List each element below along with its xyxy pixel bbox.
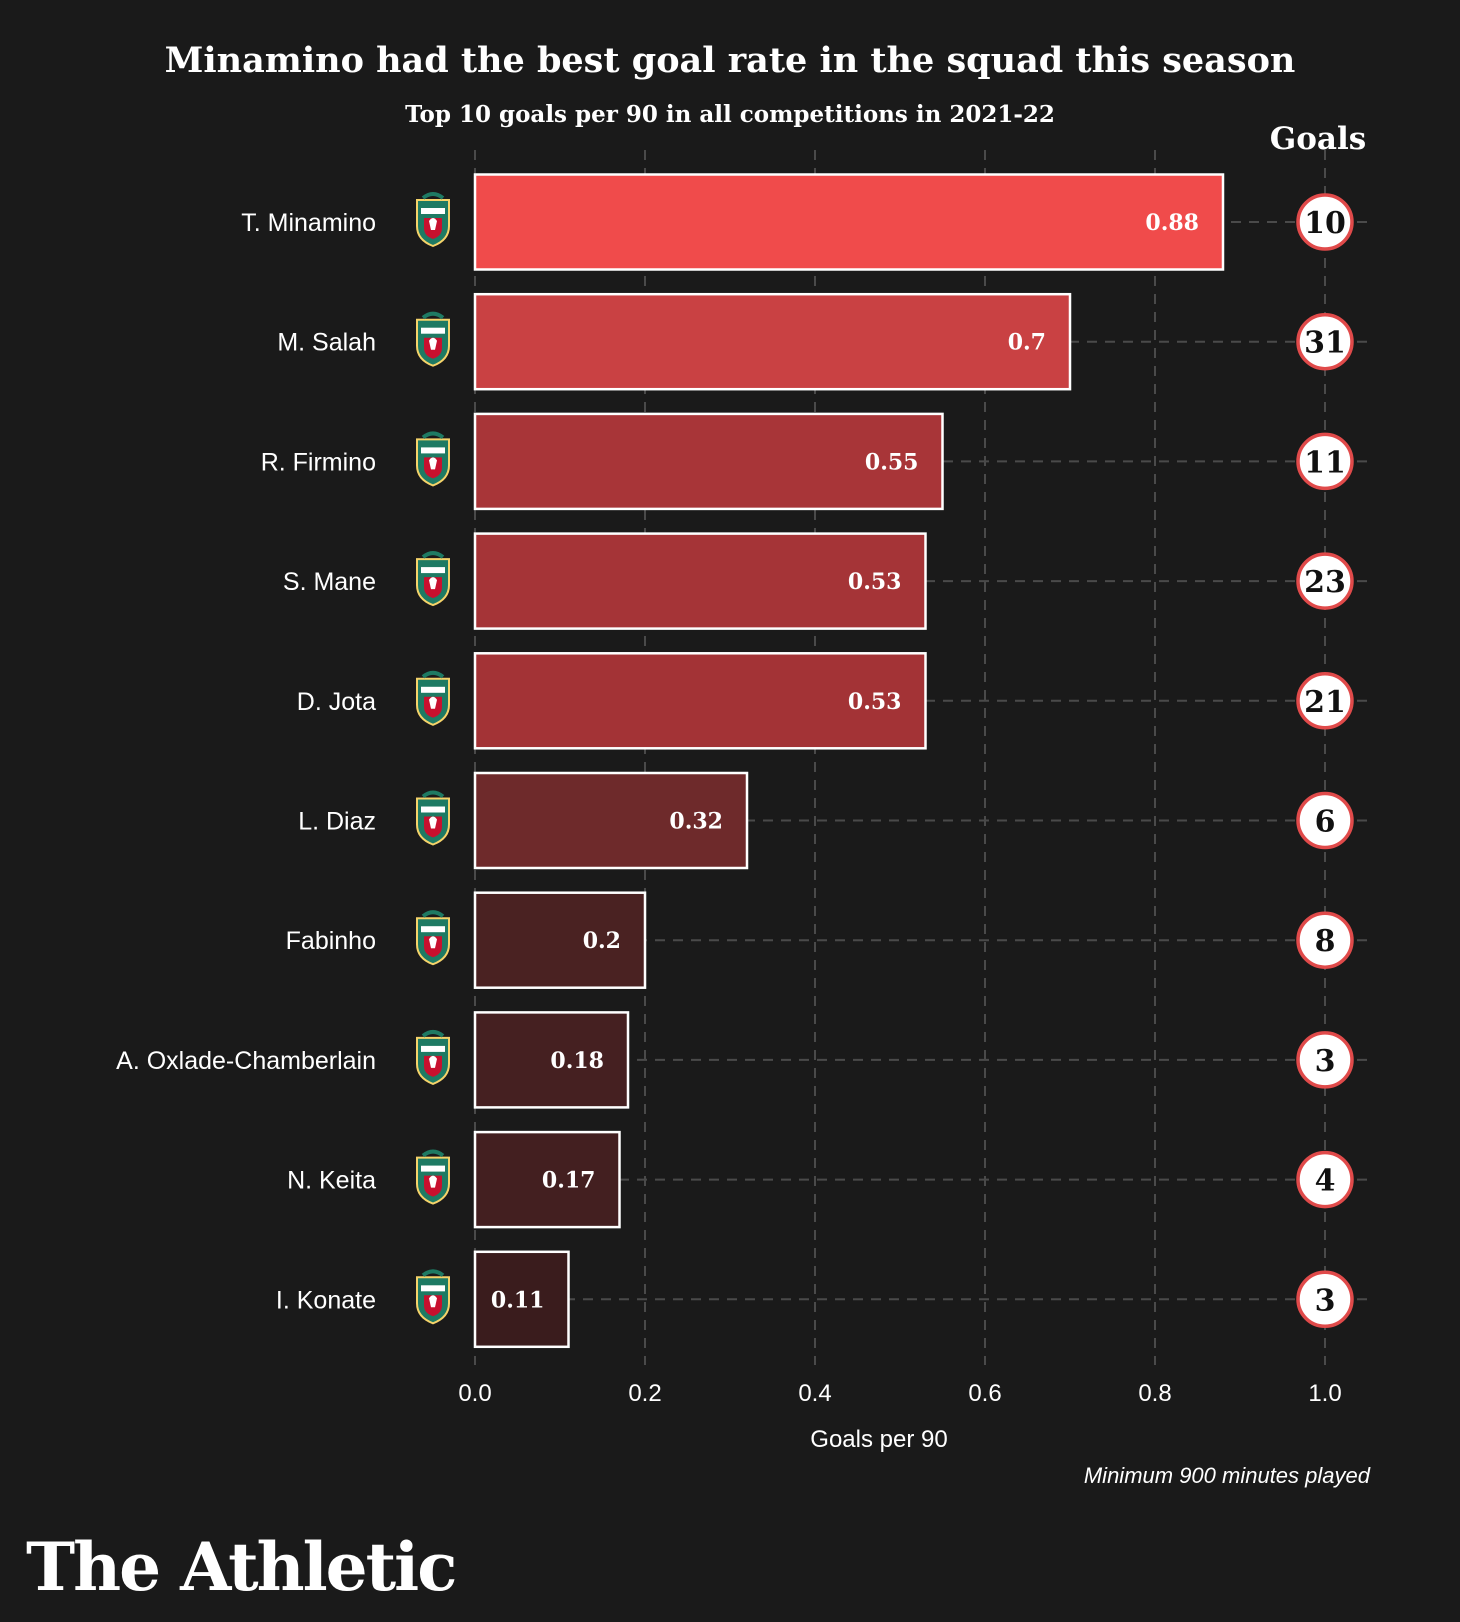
x-tick-label: 0.0	[458, 1380, 491, 1407]
liverpool-crest-icon	[416, 431, 450, 487]
goals-badge	[1296, 1031, 1354, 1089]
goals-badge	[1296, 193, 1354, 251]
footnote: Minimum 900 minutes played	[1084, 1463, 1371, 1488]
bar-value-label: 0.88	[1145, 210, 1199, 236]
goals-value: 23	[1304, 565, 1346, 600]
liverpool-crest-icon	[416, 311, 450, 367]
goals-value: 21	[1304, 685, 1346, 720]
goals-badge	[1296, 672, 1354, 730]
x-axis-label: Goals per 90	[810, 1426, 947, 1453]
chart-bars	[473, 173, 1225, 1349]
bar-value-label: 0.2	[583, 928, 621, 954]
bar-value-label: 0.11	[491, 1287, 545, 1313]
liverpool-crest-icon	[416, 551, 450, 607]
chart-title: Minamino had the best goal rate in the s…	[165, 40, 1296, 81]
bar	[473, 412, 944, 511]
bar	[473, 532, 927, 630]
category-label: Fabinho	[286, 927, 376, 955]
category-label: D. Jota	[297, 688, 376, 716]
x-tick-label: 0.2	[628, 1380, 661, 1407]
goals-value: 3	[1315, 1044, 1336, 1079]
bar	[473, 173, 1225, 271]
bar	[473, 652, 927, 750]
goals-value: 10	[1304, 206, 1346, 241]
category-label: T. Minamino	[241, 209, 376, 237]
liverpool-crest-icon	[416, 1029, 450, 1085]
bar-value-label: 0.55	[865, 449, 919, 475]
category-label: M. Salah	[277, 329, 376, 357]
bar-value-label: 0.53	[848, 689, 902, 715]
category-label: S. Mane	[283, 568, 376, 596]
x-tick-label: 0.4	[798, 1380, 831, 1407]
x-tick-label: 0.6	[968, 1380, 1001, 1407]
goals-badge	[1296, 791, 1354, 850]
goals-badge	[1296, 312, 1354, 371]
bar-value-label: 0.18	[550, 1048, 604, 1074]
brand-logo: The Athletic	[26, 1528, 457, 1606]
goals-badge	[1296, 552, 1354, 610]
category-label: R. Firmino	[261, 448, 376, 476]
bar-value-label: 0.17	[542, 1168, 596, 1194]
goals-badge	[1296, 1150, 1354, 1209]
category-label: I. Konate	[276, 1286, 376, 1314]
bar	[473, 1130, 621, 1229]
x-tick-label: 0.8	[1138, 1380, 1171, 1407]
liverpool-crest-icon	[416, 790, 450, 846]
goals-badge	[1296, 911, 1354, 969]
bar-value-label: 0.53	[848, 569, 902, 595]
goals-value: 31	[1304, 326, 1346, 361]
category-label: L. Diaz	[298, 808, 376, 836]
liverpool-crest-icon	[416, 1269, 450, 1325]
goals-value: 3	[1315, 1283, 1336, 1318]
chart-labels: 0.0 0.2 0.4 0.6 0.8 1.0 0.88 T. Minamino 10 0.7 M.…	[116, 192, 1354, 1407]
chart-subtitle: Top 10 goals per 90 in all competitions …	[405, 101, 1055, 128]
liverpool-crest-icon	[416, 910, 450, 966]
bar	[473, 1011, 630, 1109]
bar	[473, 771, 749, 870]
liverpool-crest-icon	[416, 192, 450, 248]
goals-value: 11	[1304, 445, 1346, 480]
category-label: N. Keita	[287, 1167, 376, 1195]
goals-value: 6	[1315, 805, 1336, 840]
category-label: A. Oxlade-Chamberlain	[116, 1047, 376, 1075]
bar	[473, 1250, 570, 1349]
liverpool-crest-icon	[416, 670, 450, 726]
x-tick-label: 1.0	[1308, 1380, 1341, 1407]
goals-value: 8	[1315, 924, 1336, 959]
bar-value-label: 0.7	[1008, 330, 1046, 356]
bar	[473, 891, 647, 989]
goals-badge	[1296, 1270, 1354, 1329]
goals-header: Goals	[1270, 121, 1366, 157]
liverpool-crest-icon	[416, 1149, 450, 1205]
bar-value-label: 0.32	[669, 809, 723, 835]
goals-value: 4	[1315, 1164, 1336, 1199]
bar	[473, 292, 1072, 391]
goals-badge	[1296, 432, 1354, 491]
